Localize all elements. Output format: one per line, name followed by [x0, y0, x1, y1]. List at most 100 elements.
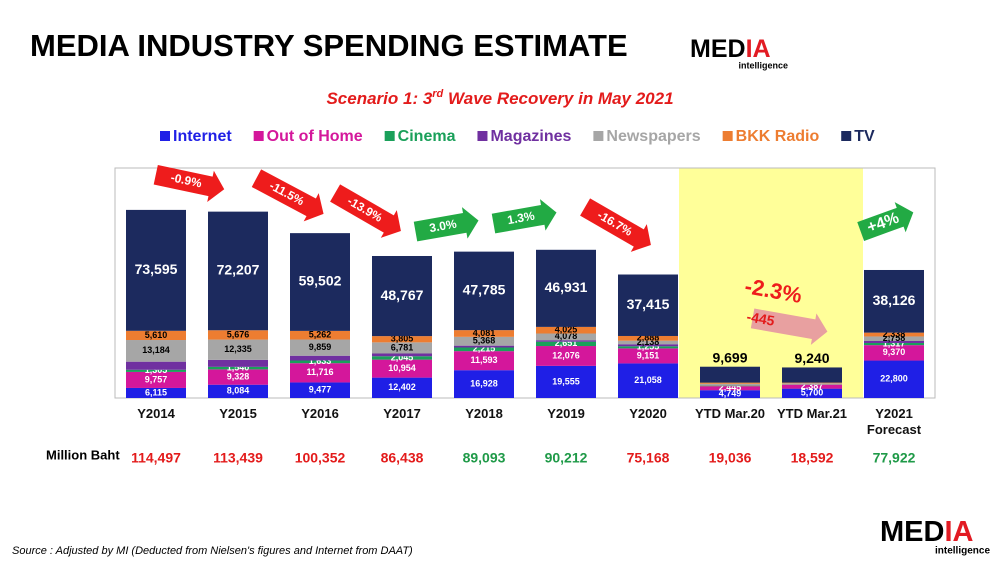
total-label: 100,352: [295, 450, 346, 466]
x-tick-label: Y2018: [465, 406, 503, 421]
data-label: 19,555: [552, 376, 580, 386]
highlight: [679, 168, 863, 398]
data-label: 13,184: [142, 345, 170, 355]
logo-part: IA: [746, 35, 771, 63]
plot-frame: [114, 167, 936, 399]
data-label: 22,800: [880, 374, 908, 384]
data-label: 3,805: [391, 334, 414, 344]
data-label: 6,781: [391, 342, 414, 352]
data-label: 16,928: [470, 378, 498, 388]
bar-segment: [290, 355, 350, 361]
bar-segment: [782, 382, 842, 384]
bar-segment: [700, 383, 760, 386]
annotation: +4%: [857, 202, 914, 241]
data-label: 6,115: [145, 387, 167, 397]
data-label: 5,368: [473, 336, 496, 346]
legend-label: Magazines: [490, 128, 571, 145]
annotation-label: -445: [745, 308, 776, 329]
data-label: 11,593: [470, 355, 497, 365]
bar-segment: [864, 336, 924, 341]
logo: MEDIA: [880, 516, 974, 548]
bar-segment: [126, 340, 186, 362]
bar-segment: [700, 390, 760, 398]
x-tick-label: Y2021 Forecast: [866, 406, 922, 437]
annotation: -0.9%: [153, 164, 225, 203]
subtitle-part: Wave Recovery in May 2021: [443, 89, 673, 108]
data-label: 5,610: [145, 330, 168, 340]
data-label: 2,758: [883, 333, 906, 343]
bar-segment: [126, 361, 186, 370]
bar-segment: [618, 335, 678, 341]
data-label: 4,078: [555, 331, 578, 341]
data-label: 2,387: [801, 381, 824, 391]
arrow: [580, 198, 651, 252]
data-label: 1,317: [883, 338, 906, 348]
bar-segment: [864, 345, 924, 361]
bar-segment: [290, 363, 350, 383]
data-label: 46,931: [545, 279, 588, 295]
bar-segment: [372, 255, 432, 337]
bar-segment: [536, 326, 596, 334]
data-label: 5,700: [801, 388, 824, 398]
bar-segment: [208, 366, 268, 370]
bar-segment: [618, 363, 678, 398]
bar-segment: [290, 330, 350, 340]
bar-segment: [536, 249, 596, 327]
data-label: 2,651: [555, 338, 578, 348]
arrow: [251, 169, 324, 222]
data-label: 9,859: [309, 342, 332, 352]
bar-segment: [536, 333, 596, 341]
data-label: 9,370: [883, 347, 906, 357]
bar-segment: [536, 340, 596, 342]
bar-segment: [290, 360, 350, 364]
subtitle: Scenario 1: 3rd Wave Recovery in May 202…: [326, 88, 673, 109]
data-label: 38,126: [873, 292, 916, 308]
x-tick-label: Y2015: [219, 406, 257, 421]
data-label: 2,215: [473, 344, 496, 354]
bar-segment: [208, 359, 268, 367]
data-label: 9,699: [712, 349, 747, 365]
title: MEDIA INDUSTRY SPENDING ESTIMATE: [30, 28, 628, 63]
data-label: 2,338: [883, 329, 906, 339]
x-tick-label: YTD Mar.21: [776, 406, 848, 421]
bar-segment: [864, 342, 924, 346]
legend-swatch: [384, 131, 395, 141]
bar-segment: [782, 383, 842, 385]
bar-segment: [454, 345, 514, 348]
bar-segment: [864, 360, 924, 398]
data-label: 73,595: [135, 261, 178, 277]
logo: MEDIA: [690, 35, 771, 63]
legend-label: Newspapers: [606, 128, 700, 145]
legend-label: BKK Radio: [736, 128, 820, 145]
bar-segment: [208, 211, 268, 331]
bar-segment: [864, 332, 924, 337]
bar-segment: [864, 269, 924, 333]
data-label: 2,045: [391, 352, 414, 362]
legend-swatch: [160, 131, 170, 141]
data-label: 48,767: [381, 287, 424, 303]
total-label: 75,168: [627, 450, 670, 466]
x-tick-label: Y2019: [547, 406, 585, 421]
bar-segment: [126, 371, 186, 388]
annotation-label: 3.0%: [428, 217, 458, 236]
bar-segment: [618, 340, 678, 345]
data-label: 59,502: [299, 273, 342, 289]
arrow: [491, 199, 557, 234]
bar-segment: [372, 356, 432, 360]
bar-segment: [126, 330, 186, 341]
total-label: 18,592: [791, 450, 834, 466]
bar-segment: [126, 387, 186, 398]
bar-segment: [454, 351, 514, 371]
bar-segment: [126, 369, 186, 372]
legend-swatch: [253, 131, 264, 141]
bar-segment: [208, 384, 268, 398]
bar-segment: [372, 359, 432, 378]
logo-part: MED: [880, 516, 944, 548]
data-label: 4,025: [555, 325, 578, 335]
arrow: [330, 184, 401, 238]
data-label: 2,138: [637, 337, 660, 347]
total-label: 77,922: [873, 450, 916, 466]
bar-segment: [618, 274, 678, 336]
logo-part: IA: [944, 516, 973, 548]
